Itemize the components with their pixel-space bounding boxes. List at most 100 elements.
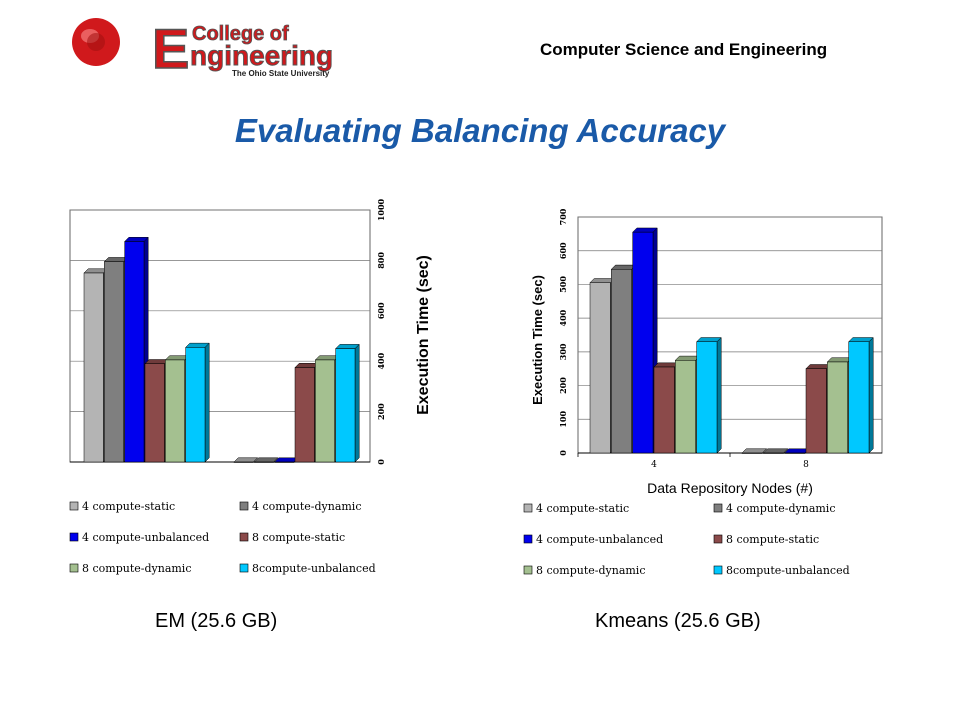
bar-top <box>762 448 789 454</box>
bar-top <box>103 257 129 262</box>
bar <box>335 348 356 463</box>
legend-swatch <box>713 534 723 544</box>
legend-swatch <box>523 565 533 575</box>
bar-top <box>848 337 874 342</box>
logo-university: The Ohio State University <box>232 69 330 78</box>
legend-swatch <box>239 501 249 511</box>
bar-top <box>805 364 832 369</box>
kmeans-execution-time-chart: 0 100 200 300 400 500 600 700 4 8 Execution Time (… <box>523 208 883 577</box>
legend-swatch <box>69 563 79 573</box>
caption-kmeans: Kmeans (25.6 GB) <box>595 610 761 632</box>
bar-top <box>335 344 360 349</box>
y-tick-label: 300 <box>558 343 568 360</box>
bar <box>848 341 870 454</box>
bar-top <box>826 357 853 363</box>
bar-top <box>185 342 210 348</box>
bar-top <box>314 355 340 361</box>
bar <box>104 261 124 463</box>
bar <box>784 452 806 454</box>
bar <box>144 363 165 463</box>
y-tick-label: 700 <box>558 208 568 225</box>
bar-top <box>124 237 149 242</box>
legend-swatch <box>523 503 533 513</box>
bar <box>274 461 295 463</box>
logo-engineering-rest: ngineering <box>190 40 333 71</box>
bar <box>233 461 254 463</box>
bar-top <box>164 355 190 361</box>
bar <box>165 359 185 463</box>
bar-top <box>233 457 259 463</box>
legend-label: 4 compute-static <box>82 500 175 513</box>
bar <box>675 360 696 454</box>
legend-label: 8 compute-dynamic <box>82 562 192 575</box>
bar <box>254 461 274 463</box>
y-tick-label: 0 <box>558 450 568 456</box>
bar <box>632 231 654 454</box>
y-tick-label: 200 <box>558 377 568 394</box>
bar <box>827 361 848 454</box>
legend-label: 4 compute-unbalanced <box>536 533 663 546</box>
bar-side <box>204 342 210 463</box>
legend-label: 8compute-unbalanced <box>726 564 850 577</box>
bar <box>805 368 827 454</box>
legend-label: 8 compute-dynamic <box>536 564 646 577</box>
bar <box>124 241 145 463</box>
bar-top <box>674 355 701 361</box>
legend-swatch <box>239 532 249 542</box>
bar <box>741 452 763 454</box>
legend-swatch <box>523 534 533 544</box>
x-axis-label: Data Repository Nodes (#) <box>647 480 813 496</box>
college-of-engineering-logo: E College of ngineering The Ohio State U… <box>72 16 334 80</box>
bar <box>611 269 632 454</box>
x-tick-label: 8 <box>803 460 809 470</box>
legend-label: 8 compute-static <box>726 533 819 546</box>
y-tick-label: 400 <box>376 352 386 369</box>
legend-label: 4 compute-dynamic <box>252 500 362 513</box>
legend-swatch <box>713 503 723 513</box>
bar <box>589 282 611 454</box>
legend-label: 4 compute-unbalanced <box>82 531 209 544</box>
slide-title: Evaluating Balancing Accuracy <box>234 112 726 149</box>
legend-label: 8compute-unbalanced <box>252 562 376 575</box>
y-tick-label: 0 <box>376 459 386 465</box>
osu-block-o-icon <box>72 18 120 66</box>
legend-swatch <box>69 532 79 542</box>
bar <box>696 341 718 454</box>
y-axis-label: Execution Time (sec) <box>530 275 545 405</box>
y-tick-label: 600 <box>558 242 568 259</box>
legend-label: 8 compute-static <box>252 531 345 544</box>
bar-top <box>274 457 299 463</box>
logo-letter-e: E <box>152 17 189 80</box>
bar-top <box>632 227 658 233</box>
bar <box>294 367 315 463</box>
legend-swatch <box>713 565 723 575</box>
bar-top <box>696 337 722 342</box>
legend-swatch <box>239 563 249 573</box>
x-tick-label: 4 <box>651 460 657 470</box>
bar <box>315 359 335 463</box>
legend-label: 4 compute-static <box>536 502 629 515</box>
y-tick-label: 400 <box>558 309 568 326</box>
logo-college-of: College of <box>192 23 289 45</box>
bar-top <box>294 363 320 368</box>
legend-label: 4 compute-dynamic <box>726 502 836 515</box>
bar-top <box>610 264 637 270</box>
em-execution-time-chart: 0 200 400 600 800 1000 Execution Time (sec) 4 c… <box>69 198 432 575</box>
bar-top <box>83 268 109 274</box>
caption-em: EM (25.6 GB) <box>155 610 278 632</box>
bar-top <box>741 448 768 454</box>
bar <box>185 347 206 463</box>
y-tick-label: 600 <box>376 302 386 319</box>
bar-side <box>868 336 874 454</box>
bar-side <box>716 336 722 454</box>
bar <box>763 452 784 454</box>
y-axis-label: Execution Time (sec) <box>415 255 432 415</box>
bar-top <box>784 448 810 454</box>
bar-top <box>253 457 279 463</box>
bar-top <box>589 278 616 283</box>
department-name: Computer Science and Engineering <box>540 40 828 59</box>
bar <box>653 366 675 454</box>
y-tick-label: 200 <box>376 403 386 420</box>
bar-top <box>653 362 680 368</box>
bar <box>83 272 104 463</box>
